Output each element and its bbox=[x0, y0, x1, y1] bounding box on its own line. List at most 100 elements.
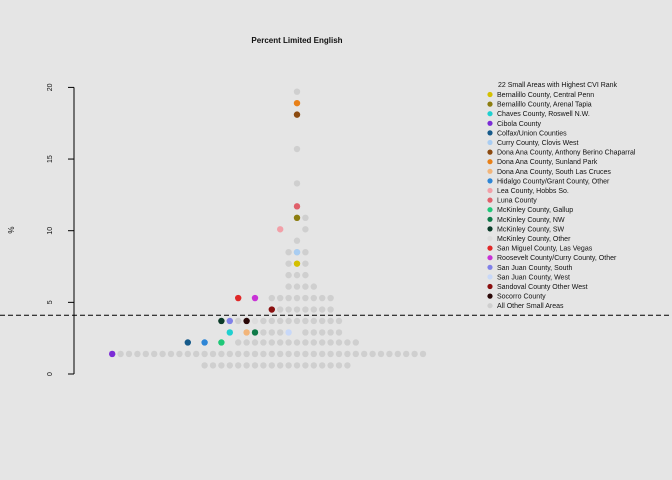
data-point: All Other Small Areas bbox=[419, 350, 427, 358]
data-point: All Other Small Areas bbox=[327, 294, 334, 302]
data-point: All Other Small Areas bbox=[251, 350, 259, 358]
data-point: All Other Small Areas bbox=[293, 362, 301, 369]
data-points: All Other Small AreasAll Other Small Are… bbox=[109, 88, 427, 369]
data-point: McKinley County, Gallup bbox=[218, 339, 225, 346]
data-point: All Other Small Areas bbox=[243, 350, 250, 358]
y-axis-label: % bbox=[7, 226, 16, 233]
data-point: All Other Small Areas bbox=[285, 294, 292, 302]
data-point: Roosevelt County/Curry County, Other bbox=[251, 294, 259, 302]
data-point: McKinley County, Other bbox=[251, 317, 259, 325]
data-point: All Other Small Areas bbox=[268, 362, 275, 369]
data-point: All Other Small Areas bbox=[201, 350, 208, 358]
data-point: All Other Small Areas bbox=[302, 350, 309, 358]
data-point: All Other Small Areas bbox=[285, 339, 292, 346]
data-point: All Other Small Areas bbox=[277, 339, 284, 346]
data-point: All Other Small Areas bbox=[302, 362, 309, 369]
data-point: All Other Small Areas bbox=[310, 329, 317, 336]
data-point: All Other Small Areas bbox=[293, 306, 301, 313]
data-point: All Other Small Areas bbox=[302, 306, 309, 313]
data-point: All Other Small Areas bbox=[319, 362, 326, 369]
y-tick-label: 20 bbox=[47, 83, 54, 91]
data-point: All Other Small Areas bbox=[277, 329, 284, 336]
data-point: All Other Small Areas bbox=[293, 294, 301, 302]
legend-swatch bbox=[487, 274, 493, 280]
data-point: All Other Small Areas bbox=[243, 339, 250, 346]
data-point: All Other Small Areas bbox=[167, 350, 175, 358]
y-tick-label: 15 bbox=[47, 155, 54, 163]
data-point: All Other Small Areas bbox=[344, 350, 351, 358]
data-point: All Other Small Areas bbox=[209, 350, 217, 358]
data-point: All Other Small Areas bbox=[285, 317, 292, 325]
data-point: All Other Small Areas bbox=[411, 350, 418, 358]
data-point: San Juan County, West bbox=[285, 329, 292, 336]
data-point: All Other Small Areas bbox=[293, 237, 301, 244]
data-point: All Other Small Areas bbox=[277, 350, 284, 358]
data-point: All Other Small Areas bbox=[335, 362, 343, 369]
legend-swatch bbox=[487, 91, 493, 98]
data-point: Cibola County bbox=[109, 350, 116, 358]
data-point: All Other Small Areas bbox=[277, 294, 284, 302]
data-point: All Other Small Areas bbox=[293, 283, 301, 290]
data-point: All Other Small Areas bbox=[335, 317, 343, 325]
data-point: All Other Small Areas bbox=[285, 260, 292, 267]
data-point: All Other Small Areas bbox=[193, 350, 200, 358]
data-point: McKinley County, NW bbox=[251, 329, 259, 336]
data-point: Dona Ana County, Sunland Park bbox=[293, 99, 301, 107]
data-point: Colfax/Union Counties bbox=[184, 339, 191, 346]
data-point: All Other Small Areas bbox=[344, 362, 351, 369]
data-point: All Other Small Areas bbox=[327, 317, 334, 325]
legend-label: McKinley County, SW bbox=[497, 226, 565, 233]
data-point: All Other Small Areas bbox=[386, 350, 393, 358]
legend-swatch bbox=[487, 235, 493, 242]
legend-label: Lea County, Hobbs So. bbox=[497, 188, 569, 195]
legend-swatch bbox=[487, 303, 493, 309]
legend-swatch bbox=[487, 111, 493, 117]
data-point: All Other Small Areas bbox=[302, 226, 309, 233]
data-point: McKinley County, SW bbox=[218, 317, 225, 325]
data-point: Dona Ana County, Anthony Berino Chaparra… bbox=[293, 111, 301, 118]
data-point: All Other Small Areas bbox=[285, 271, 292, 279]
data-point: Chaves County, Roswell N.W. bbox=[226, 329, 233, 336]
data-point: All Other Small Areas bbox=[268, 339, 275, 346]
legend-label: Curry County, Clovis West bbox=[497, 140, 578, 147]
legend-title: 22 Small Areas with Highest CVI Rank bbox=[498, 82, 618, 89]
data-point: Hidalgo County/Grant County, Other bbox=[201, 339, 208, 346]
data-point: All Other Small Areas bbox=[335, 329, 343, 336]
data-point: Curry County, Clovis West bbox=[293, 248, 301, 256]
data-point: All Other Small Areas bbox=[285, 283, 292, 290]
legend-label: McKinley County, Other bbox=[497, 236, 571, 243]
data-point: All Other Small Areas bbox=[260, 317, 267, 325]
legend-label: Dona Ana County, Anthony Berino Chaparra… bbox=[497, 150, 636, 157]
data-point: All Other Small Areas bbox=[260, 339, 267, 346]
legend-label: Colfax/Union Counties bbox=[497, 130, 567, 137]
data-point: All Other Small Areas bbox=[251, 339, 259, 346]
data-point: Luna County bbox=[293, 203, 301, 210]
legend-swatch bbox=[487, 187, 493, 194]
data-point: All Other Small Areas bbox=[327, 350, 334, 358]
legend-swatch bbox=[487, 120, 493, 126]
data-point: All Other Small Areas bbox=[243, 362, 250, 369]
data-point: All Other Small Areas bbox=[302, 283, 309, 290]
data-point: All Other Small Areas bbox=[285, 248, 292, 256]
data-point: All Other Small Areas bbox=[394, 350, 401, 358]
legend-label: Chaves County, Roswell N.W. bbox=[497, 111, 590, 118]
legend-swatch bbox=[487, 293, 493, 299]
data-point: All Other Small Areas bbox=[327, 329, 334, 336]
legend-label: Luna County bbox=[497, 198, 537, 205]
data-point: All Other Small Areas bbox=[226, 362, 233, 369]
data-point: All Other Small Areas bbox=[277, 306, 284, 313]
data-point: All Other Small Areas bbox=[142, 350, 149, 358]
data-point: All Other Small Areas bbox=[235, 317, 242, 325]
data-point: All Other Small Areas bbox=[285, 306, 292, 313]
legend-label: Socorro County bbox=[497, 294, 546, 301]
data-point: All Other Small Areas bbox=[369, 350, 376, 358]
legend-label: Cibola County bbox=[497, 121, 541, 128]
data-point: All Other Small Areas bbox=[268, 350, 275, 358]
data-point: All Other Small Areas bbox=[277, 362, 284, 369]
legend-label: Bernalillo County, Central Penn bbox=[497, 92, 594, 99]
data-point: All Other Small Areas bbox=[361, 350, 368, 358]
legend-swatch bbox=[487, 283, 493, 290]
data-point: All Other Small Areas bbox=[319, 306, 326, 313]
data-point: Bernalillo County, Central Penn bbox=[293, 260, 301, 267]
legend-swatch bbox=[487, 226, 493, 232]
